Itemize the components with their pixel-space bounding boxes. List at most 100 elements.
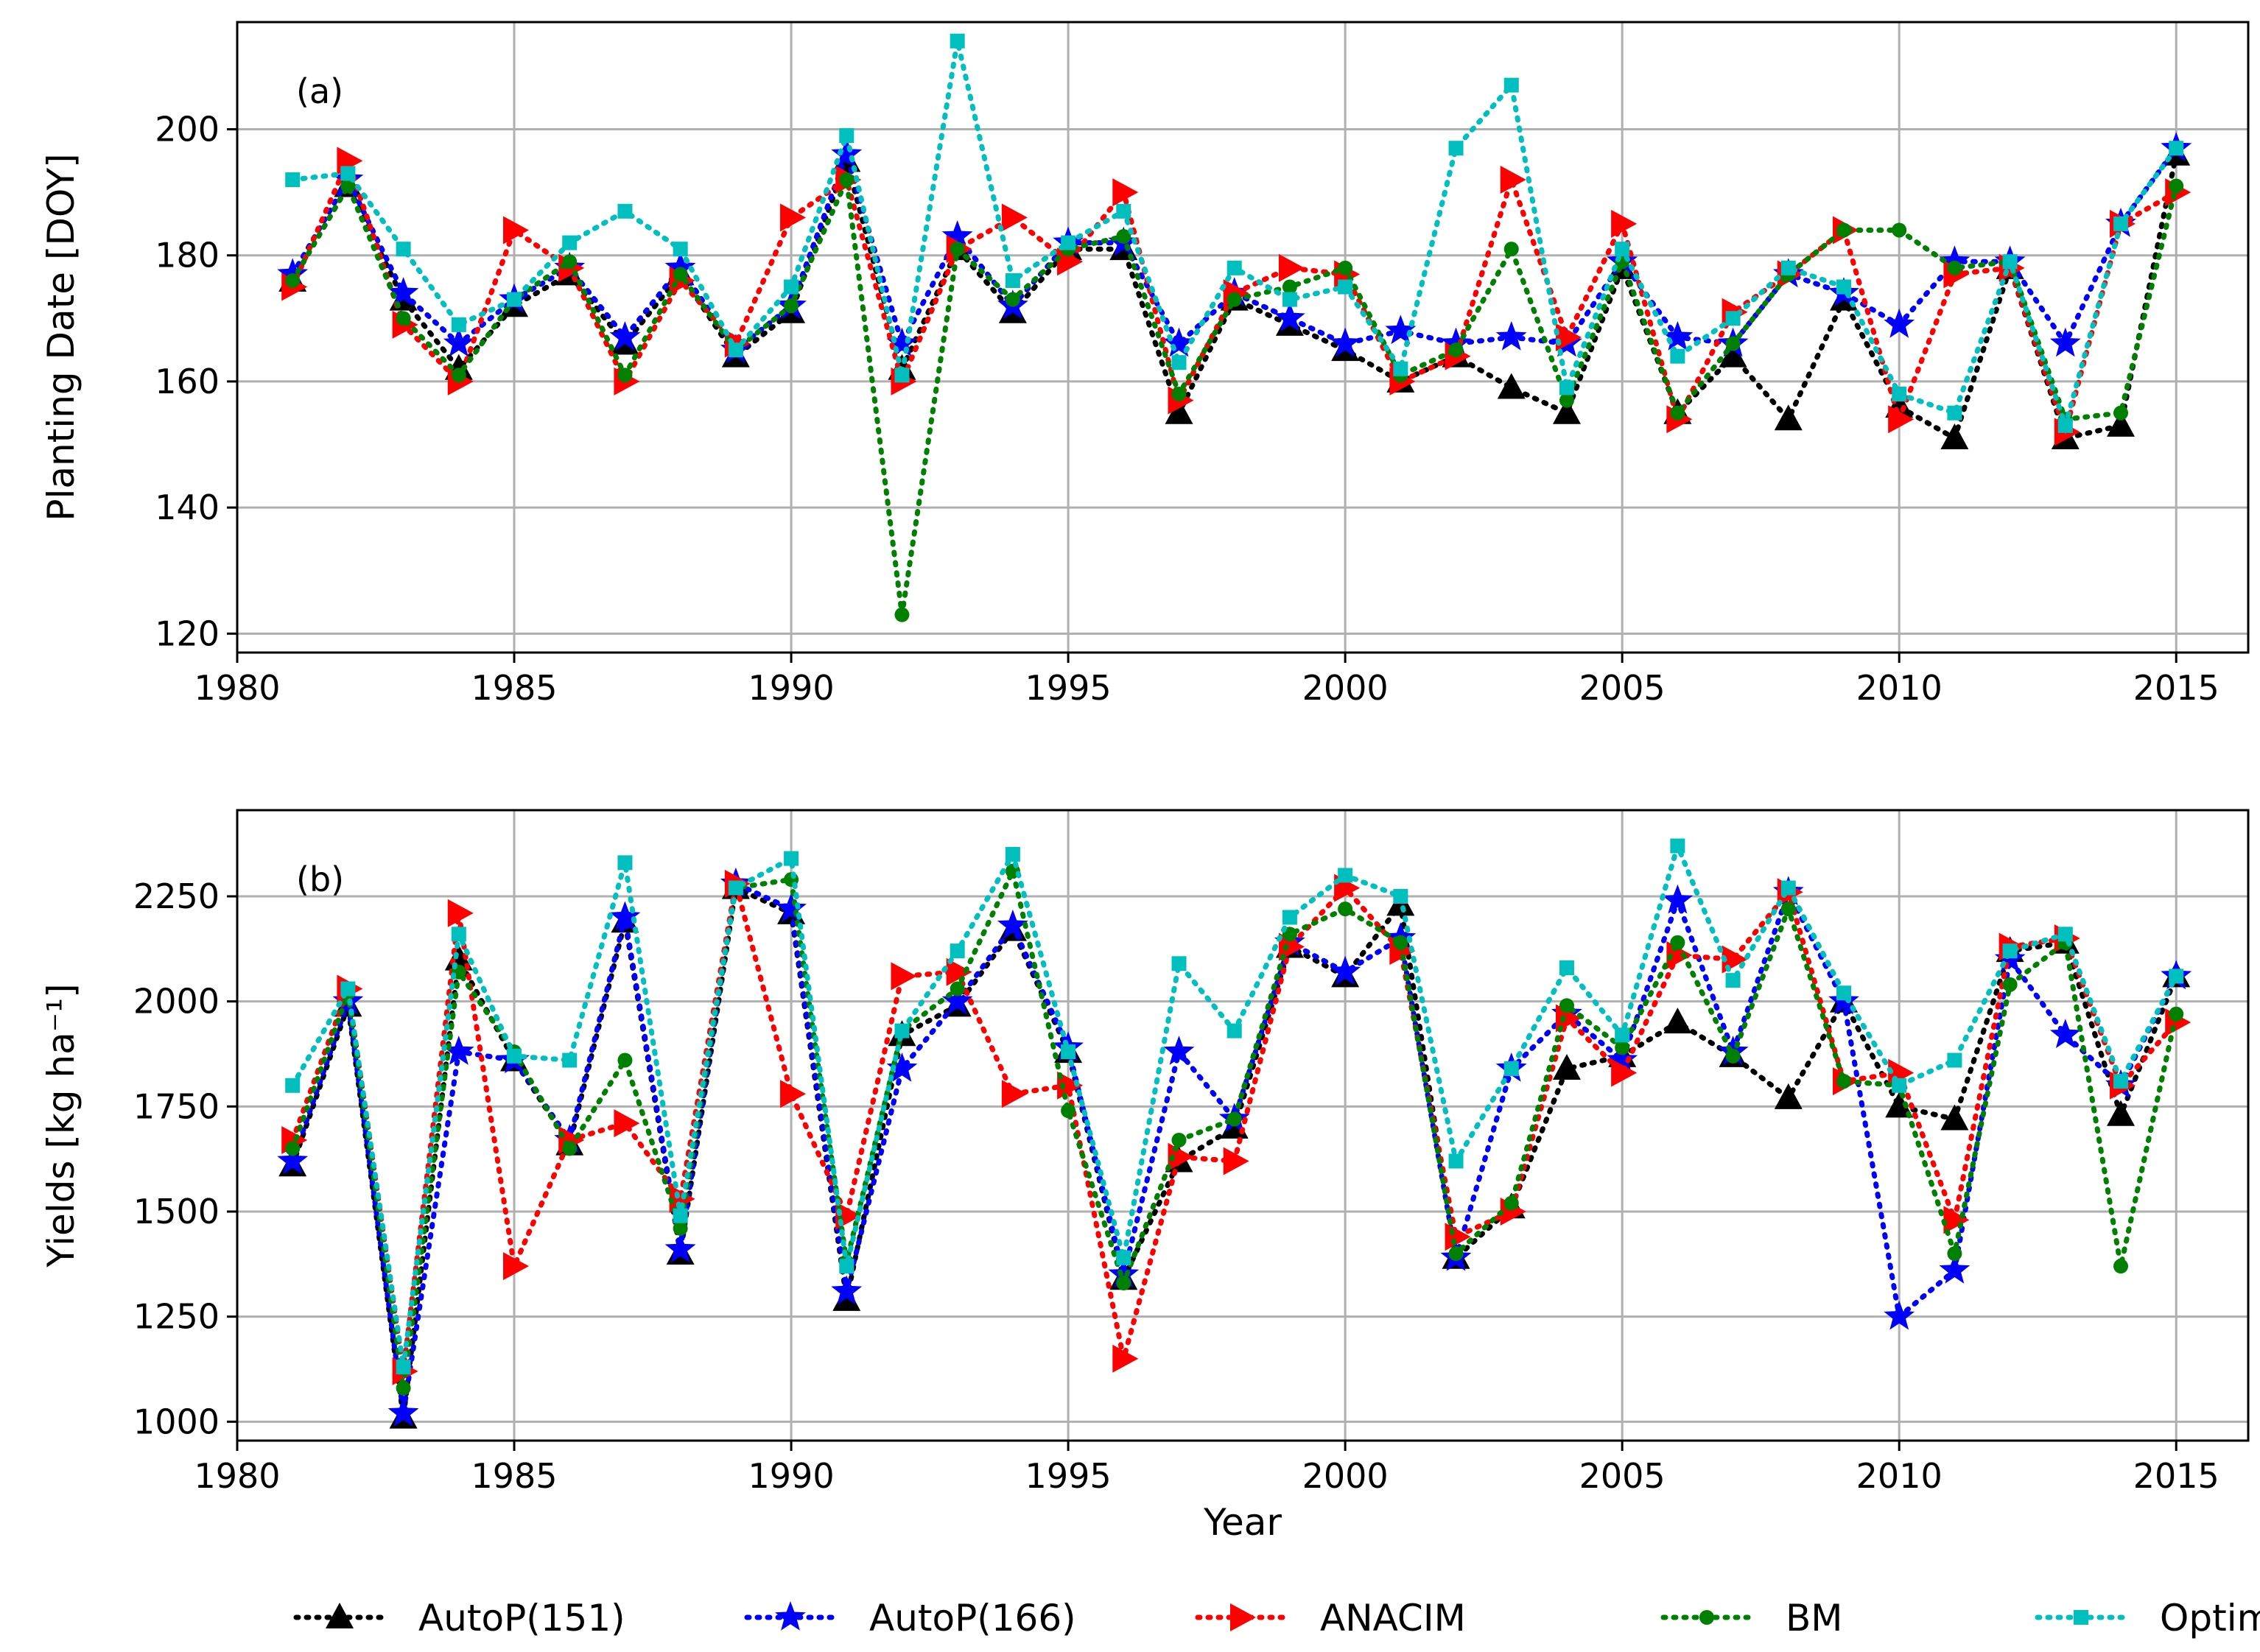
- panel-b-ticks: 1980 1985 1990 1995 2000 2005 2010 2015 1000 1250…: [133, 876, 2219, 1496]
- data-point: [1836, 222, 1851, 238]
- data-point: [1947, 405, 1962, 421]
- legend-marker: [775, 1601, 806, 1631]
- data-point: [609, 901, 641, 931]
- x-tick-label: 2000: [1302, 1456, 1389, 1496]
- data-point: [2113, 1259, 2129, 1274]
- data-point: [285, 273, 301, 288]
- data-point: [2107, 410, 2136, 437]
- data-point: [1615, 1027, 1630, 1043]
- data-point: [2002, 977, 2018, 992]
- data-point: [784, 279, 799, 295]
- data-point: [1552, 1053, 1581, 1080]
- data-point: [997, 909, 1028, 939]
- data-point: [1939, 245, 1971, 275]
- data-point: [387, 1396, 419, 1427]
- x-tick-label: 1995: [1025, 1456, 1112, 1496]
- data-point: [396, 1380, 411, 1396]
- y-tick-label: 1250: [133, 1297, 220, 1337]
- data-point: [1495, 321, 1527, 351]
- data-point: [1725, 973, 1741, 988]
- legend-label: AutoP(151): [418, 1597, 625, 1639]
- data-point: [1226, 260, 1242, 275]
- data-point: [1112, 1344, 1139, 1373]
- data-point: [2113, 405, 2129, 421]
- data-point: [614, 1109, 640, 1138]
- data-point: [780, 203, 807, 232]
- x-tick-label: 2005: [1579, 668, 1666, 708]
- panel-a-axes-frame: [236, 21, 2250, 654]
- data-point: [1670, 935, 1685, 950]
- legend: AutoP(151) AutoP(166) ANACIM BM Optimal: [293, 1597, 2260, 1639]
- legend-marker: [1230, 1603, 1256, 1631]
- data-point: [1719, 341, 1747, 368]
- data-point: [2002, 943, 2018, 959]
- data-point: [1116, 203, 1131, 219]
- data-point: [451, 927, 466, 942]
- data-point: [1001, 1080, 1028, 1108]
- data-point: [886, 1052, 918, 1082]
- x-tick-label: 1985: [471, 668, 557, 708]
- data-point: [1330, 327, 1361, 357]
- data-point: [340, 981, 356, 997]
- data-point: [617, 855, 633, 871]
- data-point: [1061, 235, 1076, 250]
- data-point: [1116, 1250, 1131, 1265]
- data-point: [1226, 1111, 1242, 1127]
- data-point: [664, 251, 696, 281]
- data-point: [1939, 1254, 1971, 1284]
- legend-entry-autop-166-: AutoP(166): [744, 1597, 1076, 1639]
- data-point: [1615, 1040, 1630, 1055]
- data-point: [1611, 209, 1638, 238]
- y-tick-label: 1500: [133, 1192, 220, 1231]
- data-point: [1338, 279, 1353, 295]
- x-tick-label: 2015: [2133, 668, 2219, 708]
- data-point: [285, 1078, 301, 1093]
- data-point: [1559, 998, 1574, 1013]
- data-point: [1001, 203, 1028, 232]
- data-point: [2049, 1019, 2081, 1049]
- data-point: [1274, 302, 1305, 332]
- data-point: [891, 962, 917, 991]
- data-point: [443, 1036, 474, 1065]
- data-point: [1503, 1061, 1519, 1076]
- data-point: [1223, 1147, 1249, 1175]
- data-point: [1171, 355, 1187, 370]
- x-tick-label: 1980: [194, 1456, 280, 1496]
- data-point: [2057, 418, 2073, 433]
- data-point: [941, 985, 973, 1015]
- data-point: [1503, 1195, 1519, 1211]
- data-point: [562, 254, 578, 270]
- data-point: [784, 851, 799, 866]
- x-tick-label: 2000: [1302, 668, 1389, 708]
- series-optimal: [285, 33, 2184, 435]
- data-point: [396, 242, 411, 257]
- data-point: [451, 317, 466, 332]
- data-point: [1552, 398, 1581, 424]
- data-point: [950, 981, 965, 997]
- data-point: [1448, 141, 1464, 156]
- data-point: [396, 1360, 411, 1375]
- data-point: [1884, 308, 1915, 338]
- data-point: [451, 368, 466, 383]
- y-tick-label: 120: [155, 614, 220, 653]
- data-point: [894, 607, 910, 622]
- data-point: [1338, 260, 1353, 275]
- data-point: [1163, 1036, 1195, 1065]
- data-point: [443, 327, 474, 357]
- data-point: [950, 33, 965, 49]
- data-point: [1670, 405, 1685, 421]
- data-point: [617, 368, 633, 383]
- x-tick-label: 1980: [194, 668, 280, 708]
- data-point: [285, 1141, 301, 1156]
- data-point: [894, 368, 910, 383]
- data-point: [1448, 1153, 1464, 1169]
- data-point: [831, 1275, 863, 1305]
- data-point: [503, 1252, 530, 1281]
- data-point: [1393, 888, 1408, 904]
- y-tick-label: 2250: [133, 876, 220, 916]
- data-point: [728, 880, 743, 896]
- data-point: [617, 203, 633, 219]
- legend-marker: [326, 1603, 354, 1628]
- data-point: [1662, 321, 1694, 351]
- data-point: [285, 172, 301, 187]
